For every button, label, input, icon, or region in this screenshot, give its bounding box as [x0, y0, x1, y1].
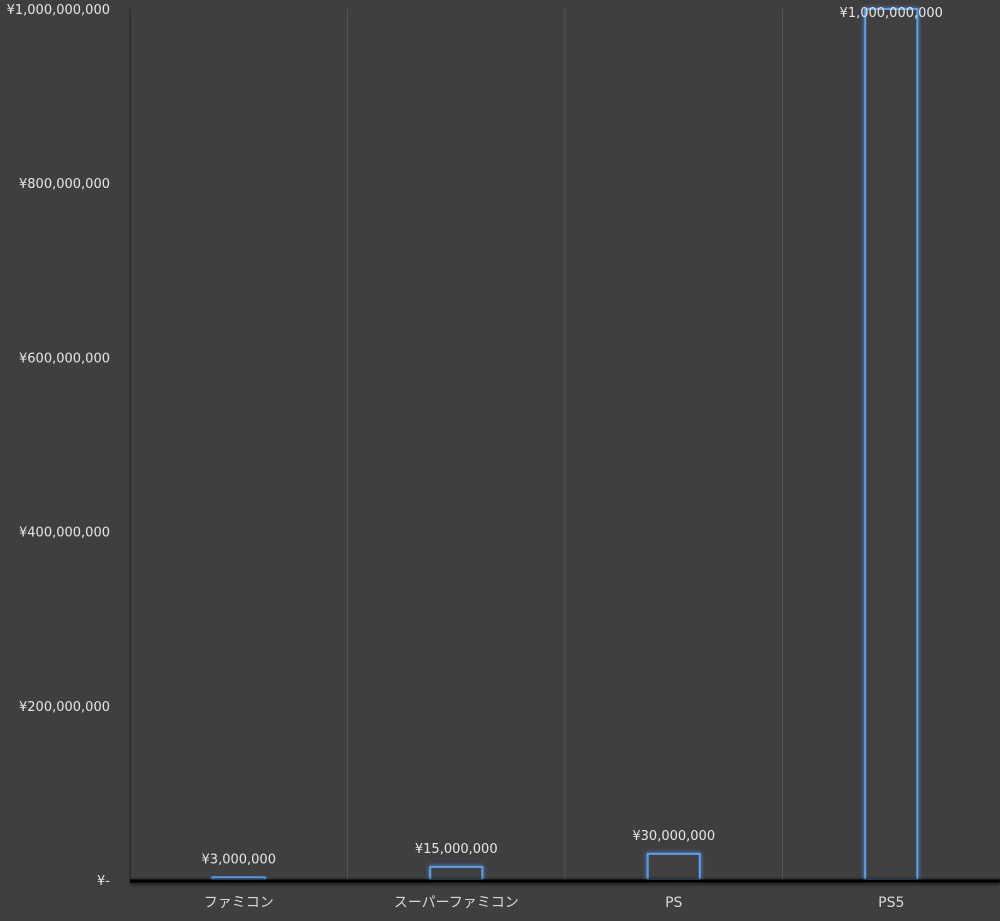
bar	[429, 865, 484, 881]
y-tick-label: ¥600,000,000	[19, 351, 110, 366]
data-label: ¥3,000,000	[202, 852, 276, 867]
grid-layer	[129, 9, 783, 880]
x-tick-label: PS5	[878, 895, 904, 911]
x-tick-label: ファミコン	[204, 895, 274, 911]
y-tick-labels: ¥- ¥200,000,000 ¥400,000,000 ¥600,000,000 ¥8…	[7, 3, 111, 889]
x-category-labels: ファミコン スーパーファミコン PS PS5	[204, 895, 905, 911]
data-label: ¥15,000,000	[415, 842, 498, 857]
x-tick-label: PS	[665, 895, 682, 911]
bar	[646, 852, 701, 881]
y-tick-label: ¥-	[97, 874, 110, 889]
bar	[864, 8, 919, 881]
y-tick-label: ¥200,000,000	[19, 700, 110, 715]
y-tick-label: ¥800,000,000	[19, 177, 110, 192]
y-tick-label: ¥1,000,000,000	[7, 3, 110, 18]
bars-layer	[211, 8, 919, 882]
data-label: ¥1,000,000,000	[840, 6, 943, 21]
x-tick-label: スーパーファミコン	[394, 895, 519, 911]
axis-layer	[130, 879, 1000, 885]
data-labels: ¥3,000,000 ¥15,000,000 ¥30,000,000 ¥1,000,0…	[202, 6, 943, 867]
data-label: ¥30,000,000	[632, 829, 715, 844]
y-tick-label: ¥400,000,000	[19, 526, 110, 541]
